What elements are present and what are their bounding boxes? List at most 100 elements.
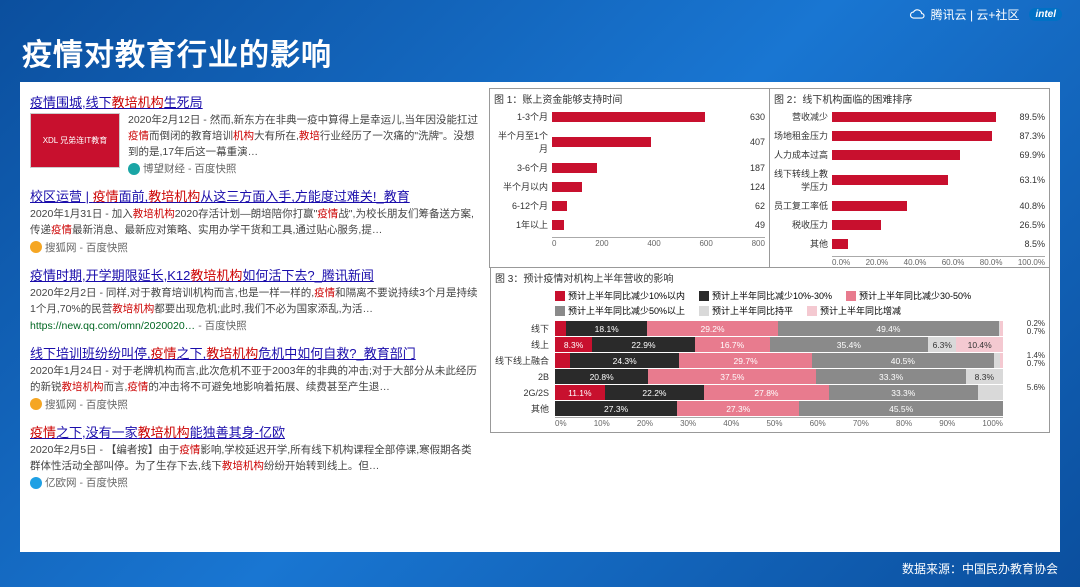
- bar-value: 26.5%: [1019, 220, 1045, 230]
- legend-item: 预计上半年同比持平: [699, 304, 793, 317]
- search-results-pane: 疫情围城,线下教培机构生死局XDL 兄弟连IT教育2020年2月12日 - 然而…: [30, 92, 480, 542]
- stacked-bar: 8.3%22.9%16.7%35.4%6.3%10.4%: [555, 337, 1003, 352]
- bar-label: 场地租金压力: [774, 129, 832, 142]
- legend-swatch: [846, 291, 856, 301]
- bar-row: 1年以上 49: [494, 218, 765, 231]
- result-source: 搜狐网 - 百度快照: [30, 240, 480, 255]
- content-panel: 疫情围城,线下教培机构生死局XDL 兄弟连IT教育2020年2月12日 - 然而…: [20, 82, 1060, 552]
- bar-row: 人力成本过高 69.9%: [774, 148, 1045, 161]
- footer-source: 数据来源：中国民办教育协会: [902, 560, 1058, 577]
- bar-row: 6-12个月62: [494, 199, 765, 212]
- bar-label: 半个月以内: [494, 180, 552, 193]
- stacked-row: 线下线上融合24.3%29.7%40.5%1.4%0.7%: [495, 353, 1003, 368]
- source-icon: [30, 241, 42, 253]
- bar-label: 税收压力: [774, 218, 832, 231]
- result-source: https://new.qq.com/omn/2020020… - 百度快照: [30, 318, 480, 333]
- bar-fill: [552, 220, 564, 230]
- bar-fill: [832, 220, 881, 230]
- bar-segment: 40.5%: [812, 353, 993, 368]
- result-title[interactable]: 校区运营 | 疫情面前,教培机构从这三方面入手,方能度过难关!_教育: [30, 186, 480, 205]
- bar-segment: [1000, 353, 1003, 368]
- bar-segment: 29.7%: [679, 353, 812, 368]
- legend-item: 预计上半年同比减少50%以上: [555, 304, 685, 317]
- legend-item: 预计上半年同比减少10%以内: [555, 289, 685, 302]
- tail-labels: 1.4%0.7%: [1027, 352, 1045, 368]
- stacked-label: 线下: [495, 322, 555, 335]
- bar-segment: 18.1%: [566, 321, 647, 336]
- result-title[interactable]: 疫情之下,没有一家教培机构能独善其身-亿欧: [30, 422, 480, 441]
- bar-segment: 33.3%: [829, 385, 978, 400]
- bar-segment: 35.4%: [770, 337, 929, 352]
- bar-fill: [552, 112, 705, 122]
- result-title[interactable]: 线下培训班纷纷叫停,疫情之下,教培机构危机中如何自救?_教育部门: [30, 343, 480, 362]
- bar-value: 124: [750, 182, 765, 192]
- chart-title: 图 1：账上资金能够支持时间: [494, 91, 765, 106]
- bar-segment: 11.1%: [555, 385, 605, 400]
- stacked-bar: 24.3%29.7%40.5%1.4%0.7%: [555, 353, 1003, 368]
- bar-value: 69.9%: [1019, 150, 1045, 160]
- legend-item: 预计上半年同比减少10%-30%: [699, 289, 832, 302]
- legend-swatch: [699, 306, 709, 316]
- stacked-bar: 11.1%22.2%27.8%33.3%5.6%: [555, 385, 1003, 400]
- bar-row: 线下转线上教学压力63.1%: [774, 167, 1045, 193]
- bar-row: 3-6个月187: [494, 161, 765, 174]
- bar-label: 人力成本过高: [774, 148, 832, 161]
- stacked-label: 其他: [495, 402, 555, 415]
- bar-segment: 24.3%: [570, 353, 679, 368]
- result-thumbnail[interactable]: XDL 兄弟连IT教育: [30, 113, 120, 168]
- stacked-row: 线下18.1%29.2%49.4%0.2%0.7%: [495, 321, 1003, 336]
- bar-segment: 10.4%: [956, 337, 1003, 352]
- bar-row: 营收减少89.5%: [774, 110, 1045, 123]
- bar-label: 其他: [774, 237, 832, 250]
- bar-row: 1-3个月 630: [494, 110, 765, 123]
- bar-value: 630: [750, 112, 765, 122]
- bar-label: 1年以上: [494, 218, 552, 231]
- bar-row: 半个月以内 124: [494, 180, 765, 193]
- bar-segment: 22.2%: [605, 385, 704, 400]
- chart-1: 图 1：账上资金能够支持时间 1-3个月 630 半个月至1个月407 3-6个月187…: [489, 88, 770, 268]
- bar-segment: 6.3%: [928, 337, 956, 352]
- bar-segment: 45.5%: [799, 401, 1003, 416]
- bar-segment: 37.5%: [648, 369, 816, 384]
- legend-swatch: [555, 291, 565, 301]
- legend-item: 预计上半年同比增减: [807, 304, 901, 317]
- bar-fill: [832, 112, 996, 122]
- stacked-bar: 27.3%27.3%45.5%: [555, 401, 1003, 416]
- bar-value: 187: [750, 163, 765, 173]
- cloud-icon: [909, 8, 927, 22]
- chart-2: 图 2：线下机构面临的困难排序营收减少89.5% 场地租金压力87.3% 人力成本过…: [769, 88, 1050, 268]
- source-icon: [128, 163, 140, 175]
- bar-row: 场地租金压力87.3%: [774, 129, 1045, 142]
- source-icon: [30, 477, 42, 489]
- charts-pane: 图 1：账上资金能够支持时间 1-3个月 630 半个月至1个月407 3-6个月187…: [490, 88, 1050, 546]
- bar-row: 半个月至1个月407: [494, 129, 765, 155]
- bar-segment: 8.3%: [966, 369, 1003, 384]
- tencent-cloud-logo: 腾讯云 | 云+社区: [909, 6, 1020, 23]
- result-snippet: 2020年2月2日 - 同样,对于教育培训机构而言,也是一样一样的,疫情和隔离不…: [30, 286, 480, 318]
- bar-value: 63.1%: [1019, 175, 1045, 185]
- result-snippet: 2020年2月5日 - 【编者按】由于疫情影响,学校延迟开学,所有线下机构课程全…: [30, 443, 480, 475]
- bar-fill: [832, 175, 948, 185]
- search-result: 疫情之下,没有一家教培机构能独善其身-亿欧 2020年2月5日 - 【编者按】由于…: [30, 422, 480, 491]
- bar-segment: 22.9%: [592, 337, 695, 352]
- bar-segment: [555, 353, 570, 368]
- legend: 预计上半年同比减少10%以内预计上半年同比减少10%-30%预计上半年同比减少3…: [555, 289, 1045, 317]
- bar-fill: [832, 239, 848, 249]
- bar-segment: 8.3%: [555, 337, 592, 352]
- bar-fill: [832, 150, 960, 160]
- stacked-label: 线下线上融合: [495, 354, 555, 367]
- bar-label: 1-3个月: [494, 110, 552, 123]
- bar-fill: [832, 131, 992, 141]
- bar-value: 49: [755, 220, 765, 230]
- chart-title: 图 2：线下机构面临的困难排序: [774, 91, 1045, 106]
- stacked-row: 其他27.3%27.3%45.5%: [495, 401, 1003, 416]
- legend-swatch: [807, 306, 817, 316]
- bar-value: 407: [750, 137, 765, 147]
- result-title[interactable]: 疫情围城,线下教培机构生死局: [30, 92, 480, 111]
- bar-segment: 27.3%: [677, 401, 799, 416]
- result-snippet: 2020年1月24日 - 对于老牌机构而言,此次危机不亚于2003年的非典的冲击…: [30, 364, 480, 396]
- result-title[interactable]: 疫情时期,开学期限延长,K12教培机构如何活下去?_腾讯新闻: [30, 265, 480, 284]
- stacked-row: 2G/2S11.1%22.2%27.8%33.3%5.6%: [495, 385, 1003, 400]
- stacked-label: 2B: [495, 372, 555, 382]
- tencent-cloud-text: 腾讯云 | 云+社区: [931, 6, 1020, 23]
